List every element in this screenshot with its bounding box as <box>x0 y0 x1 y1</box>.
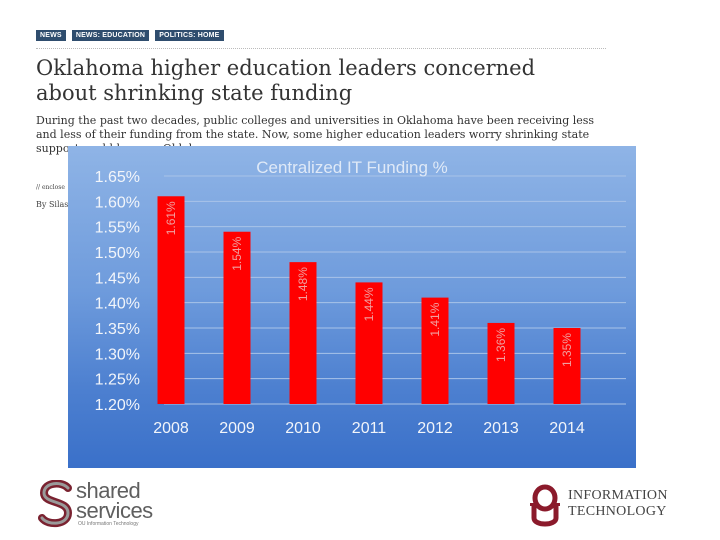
data-label: 1.41% <box>428 302 442 336</box>
tag-education[interactable]: NEWS: EDUCATION <box>71 30 150 41</box>
y-tick-label: 1.35% <box>95 321 140 338</box>
logo-text-technology: TECHNOLOGY <box>568 504 667 519</box>
news-article: NEWS NEWS: EDUCATION POLITICS: HOME Okla… <box>30 22 620 222</box>
x-tick-label: 2009 <box>219 420 255 437</box>
divider <box>36 48 606 49</box>
x-tick-label: 2012 <box>417 420 453 437</box>
bar <box>289 262 317 404</box>
logo-subtext: OU Information Technology <box>78 521 139 527</box>
tag-news[interactable]: NEWS <box>36 30 66 41</box>
y-tick-label: 1.60% <box>95 194 140 211</box>
article-fragment: // enclose <box>36 184 65 191</box>
x-tick-label: 2010 <box>285 420 321 437</box>
data-label: 1.48% <box>296 267 310 301</box>
article-byline: By Silas <box>36 200 69 209</box>
y-tick-label: 1.45% <box>95 270 140 287</box>
y-tick-label: 1.55% <box>95 220 140 237</box>
x-tick-label: 2008 <box>153 420 189 437</box>
ou-monogram-icon <box>530 484 560 527</box>
tag-politics[interactable]: POLITICS: HOME <box>155 30 224 41</box>
shared-services-s-icon <box>38 479 73 528</box>
y-tick-label: 1.30% <box>95 346 140 363</box>
data-label: 1.44% <box>362 287 376 321</box>
x-tick-label: 2014 <box>549 420 585 437</box>
bar <box>421 297 449 404</box>
x-tick-label: 2011 <box>352 420 387 437</box>
data-label: 1.35% <box>560 333 574 367</box>
bar <box>157 196 185 404</box>
bar-chart: 1.20% 1.25% 1.30% 1.35% 1.40% 1.45% 1.50% 1.55%… <box>95 169 626 437</box>
chart-title: Centralized IT Funding % <box>256 158 448 177</box>
chart-panel: 1.20% 1.25% 1.30% 1.35% 1.40% 1.45% 1.50% 1.55%… <box>68 146 636 468</box>
shared-services-logo: shared services OU Information Technolog… <box>38 478 168 530</box>
article-tags: NEWS NEWS: EDUCATION POLITICS: HOME <box>36 30 224 41</box>
data-label: 1.54% <box>230 236 244 270</box>
data-label: 1.36% <box>494 328 508 362</box>
y-tick-label: 1.65% <box>95 169 140 186</box>
bar <box>355 282 383 404</box>
y-tick-label: 1.20% <box>95 397 140 414</box>
logo-text-shared: shared <box>76 478 141 503</box>
bar <box>487 322 515 404</box>
article-headline: Oklahoma higher education leaders concer… <box>36 56 536 105</box>
bar <box>223 231 251 404</box>
bar <box>553 328 581 404</box>
data-label: 1.61% <box>164 201 178 235</box>
ou-it-logo: INFORMATION TECHNOLOGY <box>528 484 698 528</box>
x-tick-label: 2013 <box>483 420 519 437</box>
logo-text-information: INFORMATION <box>568 488 668 503</box>
logo-text-services: services <box>76 498 153 523</box>
y-tick-label: 1.50% <box>95 245 140 262</box>
y-tick-label: 1.40% <box>95 296 140 313</box>
y-tick-label: 1.25% <box>95 372 140 389</box>
